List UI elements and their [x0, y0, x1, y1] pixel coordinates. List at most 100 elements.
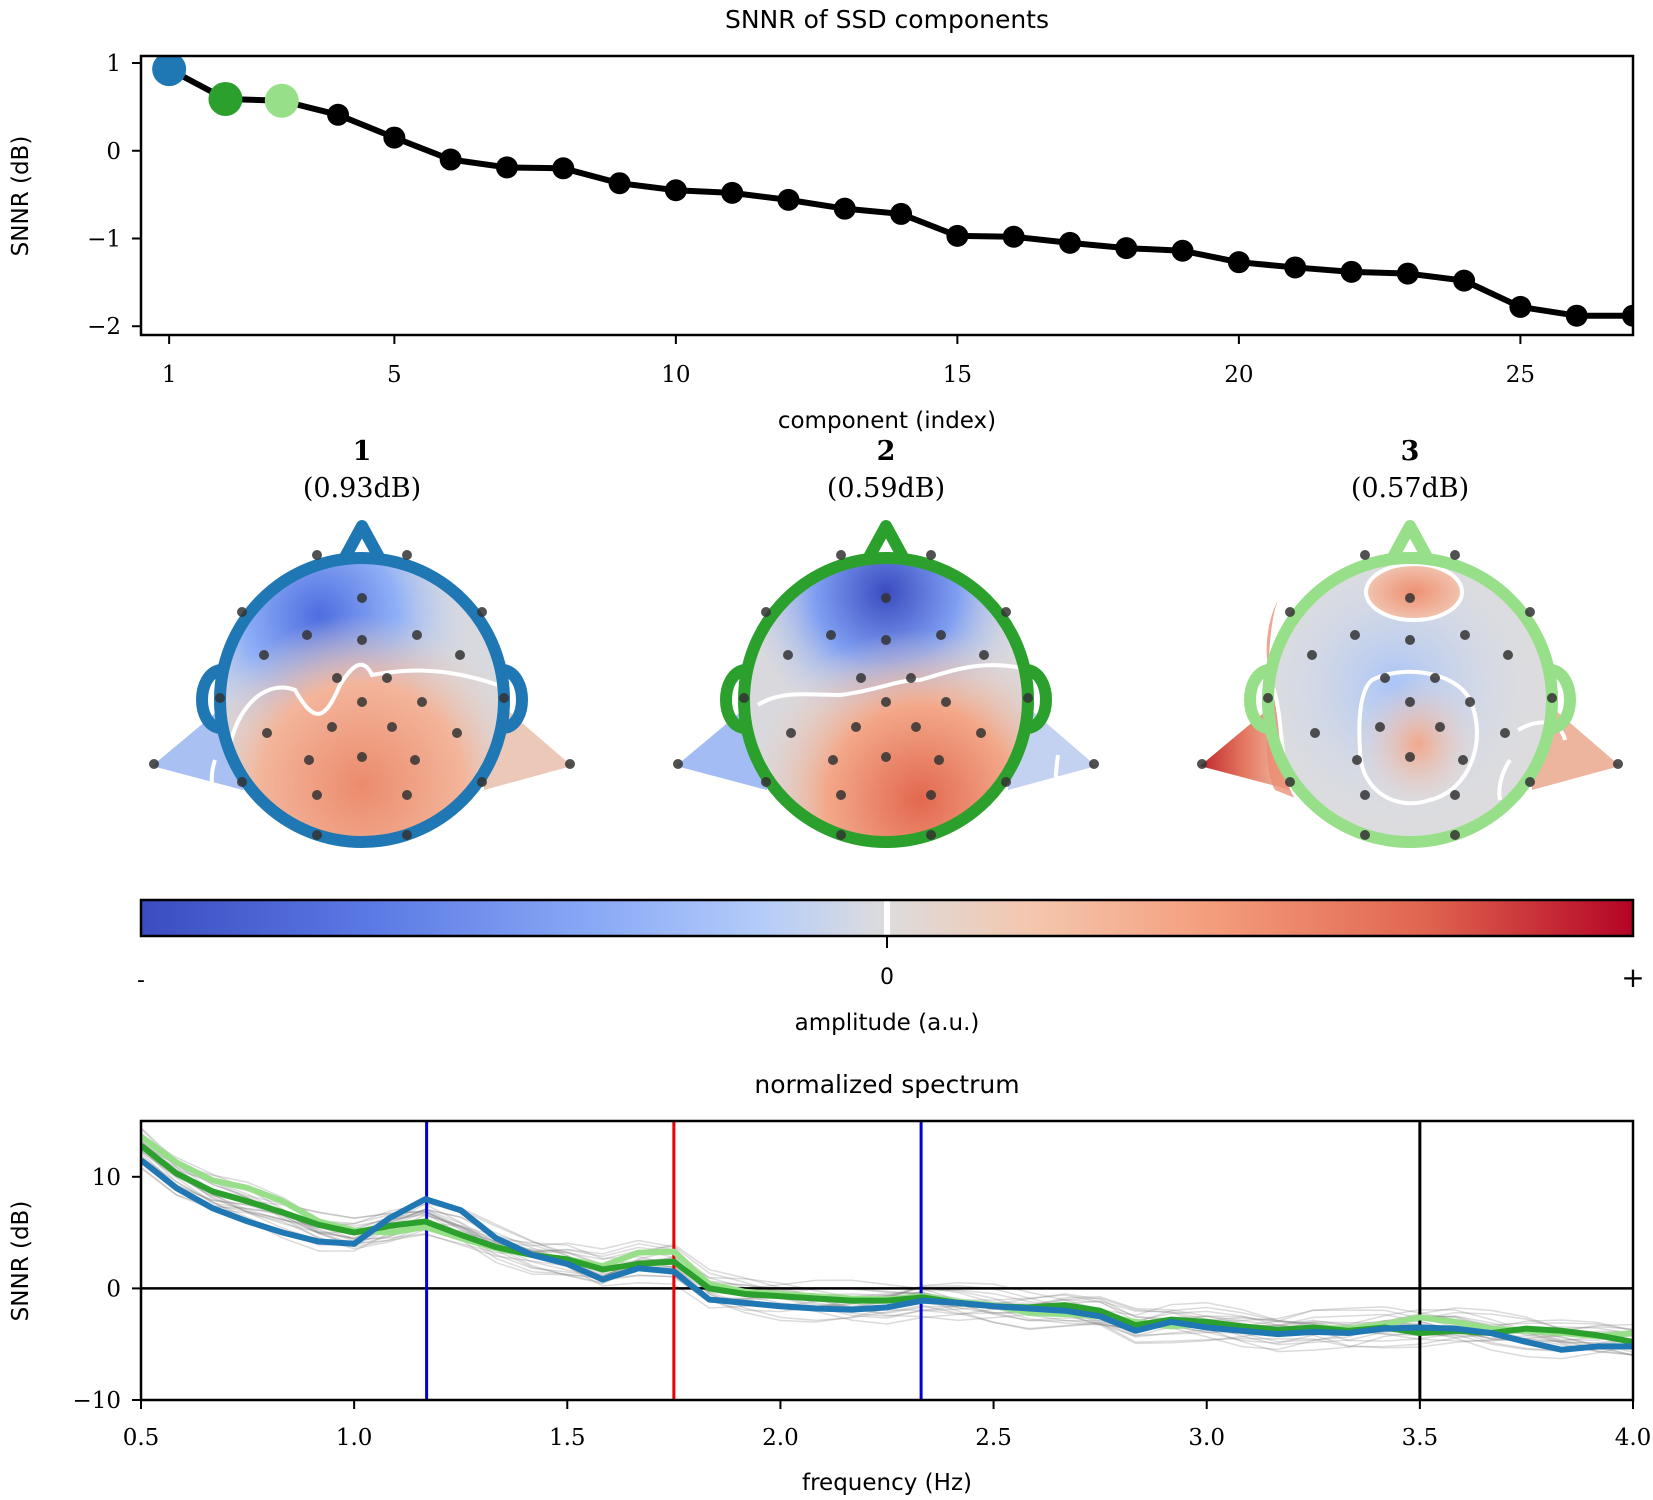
x-tick-label: 4.0 [1615, 1425, 1652, 1451]
sensor-dot [1285, 607, 1295, 617]
sensor-dot [237, 607, 247, 617]
sensor-dot [312, 790, 322, 800]
snnr-point [890, 202, 913, 225]
sensor-dot [1465, 697, 1475, 707]
sensor-dot [215, 693, 225, 703]
x-tick-label: 3.0 [1188, 1425, 1225, 1451]
y-tick-label: −2 [87, 314, 121, 340]
sensor-dot [477, 777, 487, 787]
sensor-dot [1310, 728, 1320, 738]
topomap-2-snnr: (0.59dB) [827, 473, 945, 504]
sensor-dot [1450, 790, 1460, 800]
x-tick-label: 1.0 [336, 1425, 373, 1451]
sensor-dot [1500, 728, 1510, 738]
background-spectrum-line [141, 1127, 1633, 1332]
topomap-3-snnr: (0.57dB) [1351, 473, 1469, 504]
sensor-dot [1525, 777, 1535, 787]
sensor-dot [1613, 759, 1623, 769]
y-tick-label: 1 [106, 51, 121, 77]
sensor-dot [1430, 673, 1440, 683]
sensor-dot [1450, 550, 1460, 560]
snnr-point [1565, 304, 1588, 327]
sensor-dot [1360, 830, 1370, 840]
topomap-2: 2 (0.59dB) [673, 436, 1099, 848]
sensor-dot [302, 630, 312, 640]
snnr-point [552, 157, 575, 180]
topomap-3-sensors [1197, 550, 1623, 840]
sensor-dot [304, 755, 314, 765]
x-tick-label: 1 [162, 362, 177, 388]
sensor-dot [1263, 693, 1273, 703]
sensor-dot [1435, 722, 1445, 732]
bottom-axes-frame [139, 1119, 1635, 1402]
sensor-dot [1458, 755, 1468, 765]
topomaps-row: 1 (0.93dB) 2 (0.59dB) [149, 436, 1623, 848]
x-tick-label: 25 [1506, 362, 1535, 388]
bottom-x-ticks: 0.5 1.0 1.5 2.0 2.5 3.0 3.5 4.0 [123, 1400, 1652, 1451]
x-tick-label: 10 [661, 362, 690, 388]
sensor-dot [1001, 607, 1011, 617]
sensor-dot [926, 830, 936, 840]
sensor-dot [357, 635, 367, 645]
sensor-dot [1525, 607, 1535, 617]
snnr-components-panel: SNNR of SSD components 1 5 10 15 20 25 10−1−2… [8, 5, 1635, 434]
sensor-dot [1350, 630, 1360, 640]
background-spectrum-line [141, 1159, 1633, 1351]
sensor-dot [1405, 697, 1415, 707]
sensor-dot [1405, 593, 1415, 603]
sensor-dot [452, 728, 462, 738]
bottom-chart-title: normalized spectrum [754, 1070, 1019, 1099]
sensor-dot [761, 777, 771, 787]
background-spectrum-line [141, 1166, 1633, 1356]
sensor-dot [1360, 550, 1370, 560]
sensor-dot [1450, 830, 1460, 840]
sensor-dot [237, 777, 247, 787]
snnr-point [327, 103, 350, 126]
sensor-dot [1360, 790, 1370, 800]
colorbar-tick-minus: - [137, 968, 145, 993]
reference-lines [141, 1121, 1633, 1400]
sensor-dot [906, 673, 916, 683]
topomap-1: 1 (0.93dB) [149, 436, 575, 848]
x-tick-label: 2.5 [975, 1425, 1012, 1451]
sensor-dot [1503, 650, 1513, 660]
sensor-dot [934, 755, 944, 765]
sensor-dot [1197, 759, 1207, 769]
background-spectrum-line [141, 1140, 1633, 1339]
sensor-dot [1460, 630, 1470, 640]
sensor-dot [786, 728, 796, 738]
background-spectrum-line [141, 1150, 1633, 1356]
snnr-point [1622, 304, 1633, 327]
topomap-1-label: 1 [353, 436, 372, 467]
sensor-dot [499, 693, 509, 703]
component-spectrum-line [141, 1157, 1633, 1353]
snnr-point [1284, 256, 1307, 279]
sensor-dot [402, 550, 412, 560]
snnr-point [383, 126, 406, 149]
background-spectrum-line [141, 1167, 1633, 1353]
x-tick-label: 2.0 [762, 1425, 799, 1451]
snnr-point [1002, 225, 1025, 248]
colorbar-label: amplitude (a.u.) [795, 1010, 980, 1036]
snnr-point [439, 148, 462, 171]
sensor-dot [1001, 777, 1011, 787]
sensor-dot [1352, 755, 1362, 765]
sensor-dot [382, 673, 392, 683]
sensor-dot [402, 830, 412, 840]
snnr-point [777, 188, 800, 211]
y-tick-label: 0 [106, 1276, 121, 1302]
sensor-dot [412, 630, 422, 640]
sensor-dot [926, 790, 936, 800]
sensor-dot [332, 673, 342, 683]
sensor-dot [387, 722, 397, 732]
sensor-dot [149, 759, 159, 769]
sensor-dot [1405, 752, 1415, 762]
topomap-3-label: 3 [1401, 436, 1420, 467]
snnr-point [1058, 231, 1081, 254]
sensor-dot [851, 722, 861, 732]
top-plot-area [152, 56, 1633, 327]
sensor-dot [976, 728, 986, 738]
sensor-dot [312, 550, 322, 560]
highlight-point [152, 56, 187, 87]
sensor-dot [836, 550, 846, 560]
